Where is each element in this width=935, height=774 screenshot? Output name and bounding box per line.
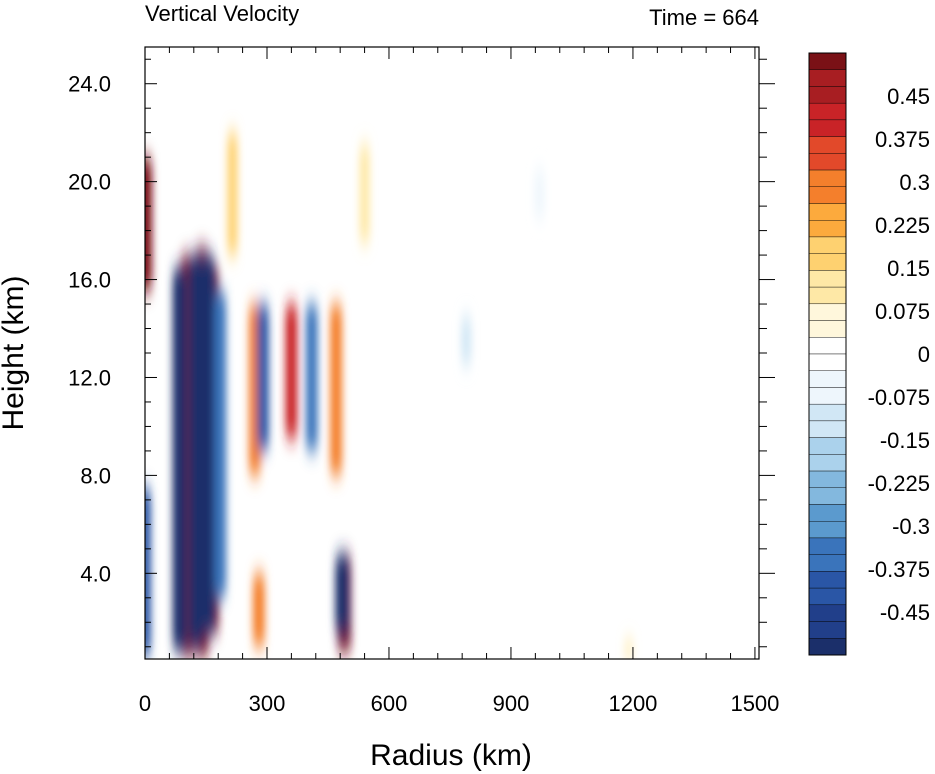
colorbar-box: [808, 554, 847, 572]
y-axis-label: Height (km): [0, 275, 30, 430]
velocity-feature-down: [188, 255, 203, 647]
colorbar-box: [808, 403, 847, 422]
velocity-feature-down: [461, 316, 472, 366]
colorbar-label: 0: [918, 342, 930, 367]
colorbar-box: [808, 571, 847, 589]
chart-subtitle: Time = 664: [649, 5, 759, 30]
x-axis-label: Radius (km): [370, 739, 532, 772]
colorbar-box: [808, 69, 847, 87]
x-tick-label: 1500: [730, 691, 779, 716]
x-tick-label: 300: [249, 691, 286, 716]
velocity-feature-down: [335, 553, 350, 635]
colorbar-label: -0.15: [880, 428, 930, 453]
velocity-feature-up: [330, 304, 343, 476]
axes: 0 300 600 900 1200 1500 4.0 8.0 12.0 16.0 20.0 24.0: [68, 46, 779, 716]
y-tick-label: 4.0: [80, 561, 111, 586]
colorbar-box: [808, 286, 847, 305]
colorbar-box: [808, 253, 847, 271]
chart-title: Vertical Velocity: [145, 1, 299, 26]
colorbar-box: [808, 303, 847, 321]
colorbar: 0.45 0.375 0.3 0.225 0.15 0.075 0 -0.075 -0.15 -0…: [808, 52, 930, 656]
velocity-feature-down: [534, 169, 545, 219]
y-tick-label: 8.0: [80, 463, 111, 488]
colorbar-box: [808, 337, 847, 355]
colorbar-box: [808, 604, 847, 622]
velocity-feature-up: [252, 573, 265, 647]
colorbar-box: [808, 169, 847, 187]
colorbar-box: [808, 136, 847, 154]
colorbar-label: 0.15: [887, 256, 930, 281]
colorbar-box: [808, 521, 847, 539]
colorbar-box: [808, 638, 847, 656]
colorbar-box: [808, 102, 847, 121]
velocity-feature-up: [285, 304, 298, 439]
colorbar-box: [808, 86, 847, 104]
x-tick-label: 900: [493, 691, 530, 716]
x-tick-label: 0: [139, 691, 151, 716]
y-tick-label: 24.0: [68, 72, 111, 97]
velocity-feature-down: [172, 267, 187, 652]
colorbar-box: [808, 236, 847, 254]
colorbar-box: [808, 119, 847, 137]
colorbar-box: [808, 420, 847, 438]
colorbar-box: [808, 487, 847, 505]
velocity-feature-up: [623, 641, 634, 657]
colorbar-label: -0.075: [868, 385, 930, 410]
colorbar-label: -0.225: [868, 471, 930, 496]
colorbar-box: [808, 504, 847, 522]
colorbar-box: [808, 320, 847, 338]
colorbar-label: 0.375: [875, 127, 930, 152]
velocity-feature-up: [227, 132, 238, 256]
colorbar-label: 0.45: [887, 84, 930, 109]
velocity-feature-up: [145, 157, 152, 292]
colorbar-frame: [808, 52, 847, 656]
colorbar-label: -0.3: [892, 514, 930, 539]
colorbar-box: [808, 454, 847, 472]
velocity-feature-down: [214, 291, 227, 598]
colorbar-box: [808, 370, 847, 388]
colorbar-box: [808, 270, 847, 288]
colorbar-box: [808, 587, 847, 606]
colorbar-box: [808, 387, 847, 405]
colorbar-box: [808, 621, 847, 639]
colorbar-box: [808, 203, 847, 221]
colorbar-label: -0.45: [880, 600, 930, 625]
colorbar-box: [808, 537, 847, 555]
velocity-feature-down: [256, 304, 269, 451]
colorbar-box: [808, 52, 847, 70]
y-tick-label: 20.0: [68, 170, 111, 195]
velocity-feature-down: [305, 304, 318, 451]
colorbar-label: 0.3: [899, 170, 930, 195]
colorbar-box: [808, 437, 847, 455]
colorbar-box: [808, 186, 847, 204]
colorbar-label: -0.375: [868, 557, 930, 582]
colorbar-label: 0.225: [875, 213, 930, 238]
colorbar-box: [808, 220, 847, 238]
colorbar-box: [808, 153, 847, 171]
velocity-feature-up: [359, 144, 370, 243]
y-tick-label: 12.0: [68, 365, 111, 390]
plot-area: [145, 47, 759, 659]
velocity-feature-down: [145, 487, 151, 657]
velocity-feature-down: [201, 255, 216, 635]
plot-background: [145, 47, 759, 659]
x-tick-label: 600: [371, 691, 408, 716]
y-tick-label: 16.0: [68, 268, 111, 293]
colorbar-box: [808, 353, 847, 371]
colorbar-label: 0.075: [875, 299, 930, 324]
x-tick-label: 1200: [608, 691, 657, 716]
colorbar-box: [808, 470, 847, 488]
